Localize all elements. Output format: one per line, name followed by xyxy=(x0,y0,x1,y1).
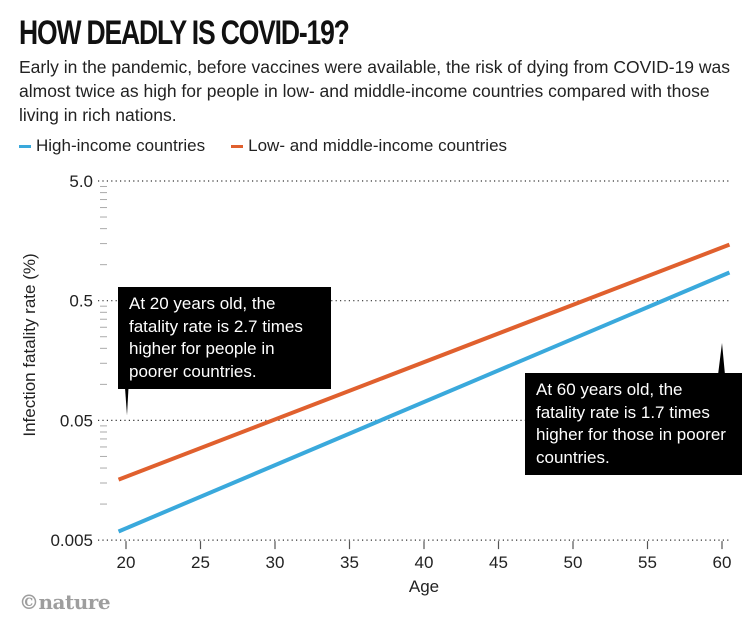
y-tick-label: 0.5 xyxy=(69,292,93,311)
page-title: HOW DEADLY IS COVID-19? xyxy=(19,14,350,52)
x-tick-label: 40 xyxy=(415,553,434,572)
x-tick-label: 55 xyxy=(638,553,657,572)
y-axis-label: Infection fatality rate (%) xyxy=(20,253,39,436)
y-tick-label: 0.05 xyxy=(60,411,93,430)
annotation-age-20: At 20 years old, the fatality rate is 2.… xyxy=(118,287,331,389)
x-tick-label: 50 xyxy=(564,553,583,572)
legend-swatch-low xyxy=(231,144,244,148)
x-tick-label: 35 xyxy=(340,553,359,572)
legend-label-high: High-income countries xyxy=(36,136,206,155)
series-line-high xyxy=(117,270,731,534)
series-line-low xyxy=(117,242,731,482)
legend-item-high: High-income countries xyxy=(19,136,205,156)
x-tick-label: 30 xyxy=(266,553,285,572)
annotation-age-60: At 60 years old, the fatality rate is 1.… xyxy=(525,373,742,475)
x-tick-label: 20 xyxy=(117,553,136,572)
x-tick-label: 25 xyxy=(191,553,210,572)
x-tick-label: 45 xyxy=(489,553,508,572)
legend-label-low: Low- and middle-income countries xyxy=(248,136,508,155)
subtitle: Early in the pandemic, before vaccines w… xyxy=(19,57,731,125)
legend: High-income countries Low- and middle-in… xyxy=(19,136,507,156)
nature-logo: ©nature xyxy=(19,590,111,614)
x-axis-label: Age xyxy=(409,577,439,596)
annotation-pointer-60 xyxy=(718,343,725,375)
x-tick-label: 60 xyxy=(713,553,732,572)
y-tick-label: 5.0 xyxy=(69,172,93,191)
y-tick-label: 0.005 xyxy=(50,531,93,550)
legend-item-low: Low- and middle-income countries xyxy=(231,136,507,156)
legend-swatch-high xyxy=(19,144,31,148)
